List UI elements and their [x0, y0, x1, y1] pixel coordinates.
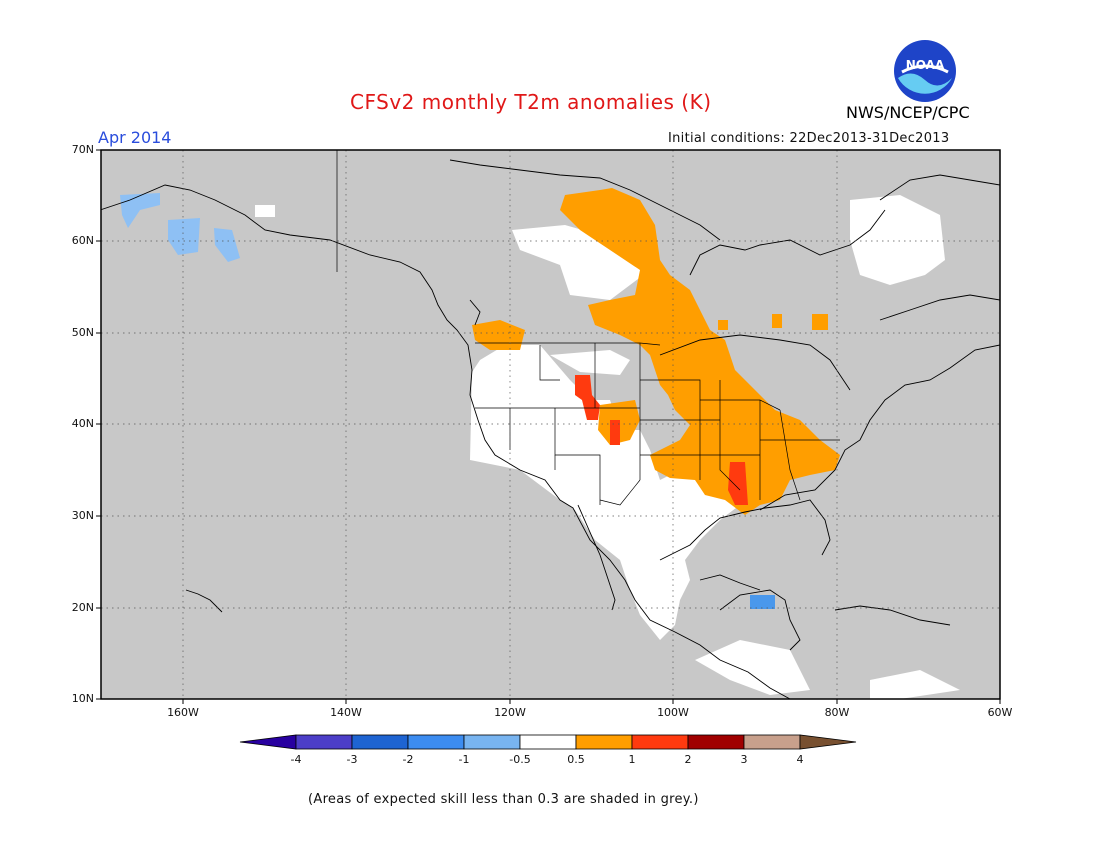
colorbar-label: -1 [458, 753, 470, 766]
strong-cool-anomaly-area [750, 595, 775, 609]
colorbar-label: 0.5 [567, 753, 585, 766]
colorbar-label: 1 [628, 753, 636, 766]
colorbar-segment [519, 734, 577, 750]
lat-label: 60N [71, 234, 94, 247]
colorbar-label: -3 [346, 753, 358, 766]
lon-label: 160W [167, 706, 199, 719]
logo-text: NOAA [906, 58, 945, 72]
chart-title: CFSv2 monthly T2m anomalies (K) [350, 90, 712, 114]
lon-label: 60W [987, 706, 1013, 719]
colorbar-label: -4 [290, 753, 302, 766]
lat-label: 50N [71, 326, 94, 339]
lat-label: 10N [71, 692, 94, 705]
colorbar-arrow-high [799, 734, 857, 750]
colorbar-segment [743, 734, 801, 750]
colorbar-segment [351, 734, 409, 750]
axis-ticks [96, 149, 1001, 704]
colorbar-label: -2 [402, 753, 414, 766]
colorbar-arrow-low [239, 734, 297, 750]
noaa-logo: NOAA [894, 40, 956, 102]
lon-label: 100W [657, 706, 689, 719]
colorbar-segment [575, 734, 633, 750]
colorbar-segment [407, 734, 465, 750]
skill-note: (Areas of expected skill less than 0.3 a… [308, 792, 699, 807]
cool-anomaly-areas [120, 193, 240, 262]
initial-conditions: Initial conditions: 22Dec2013-31Dec2013 [668, 131, 950, 146]
colorbar-label: 3 [740, 753, 748, 766]
colorbar-segment [687, 734, 745, 750]
colorbar-segment [295, 734, 353, 750]
colorbar-label: 4 [796, 753, 804, 766]
graticule [101, 150, 1000, 699]
coastlines [101, 159, 1000, 699]
colorbar-label: -0.5 [509, 753, 531, 766]
forecast-period: Apr 2014 [98, 128, 172, 147]
colorbar [239, 734, 857, 750]
agency-label: NWS/NCEP/CPC [846, 103, 970, 122]
lon-label: 120W [494, 706, 526, 719]
lon-label: 80W [824, 706, 850, 719]
lat-label: 40N [71, 417, 94, 430]
strong-warm-anomaly-areas [575, 375, 748, 505]
lat-label: 70N [71, 143, 94, 156]
colorbar-segment [631, 734, 689, 750]
lat-label: 30N [71, 509, 94, 522]
colorbar-label: 2 [684, 753, 692, 766]
lon-label: 140W [330, 706, 362, 719]
lat-label: 20N [71, 601, 94, 614]
colorbar-segment [463, 734, 521, 750]
political-borders [336, 150, 840, 506]
